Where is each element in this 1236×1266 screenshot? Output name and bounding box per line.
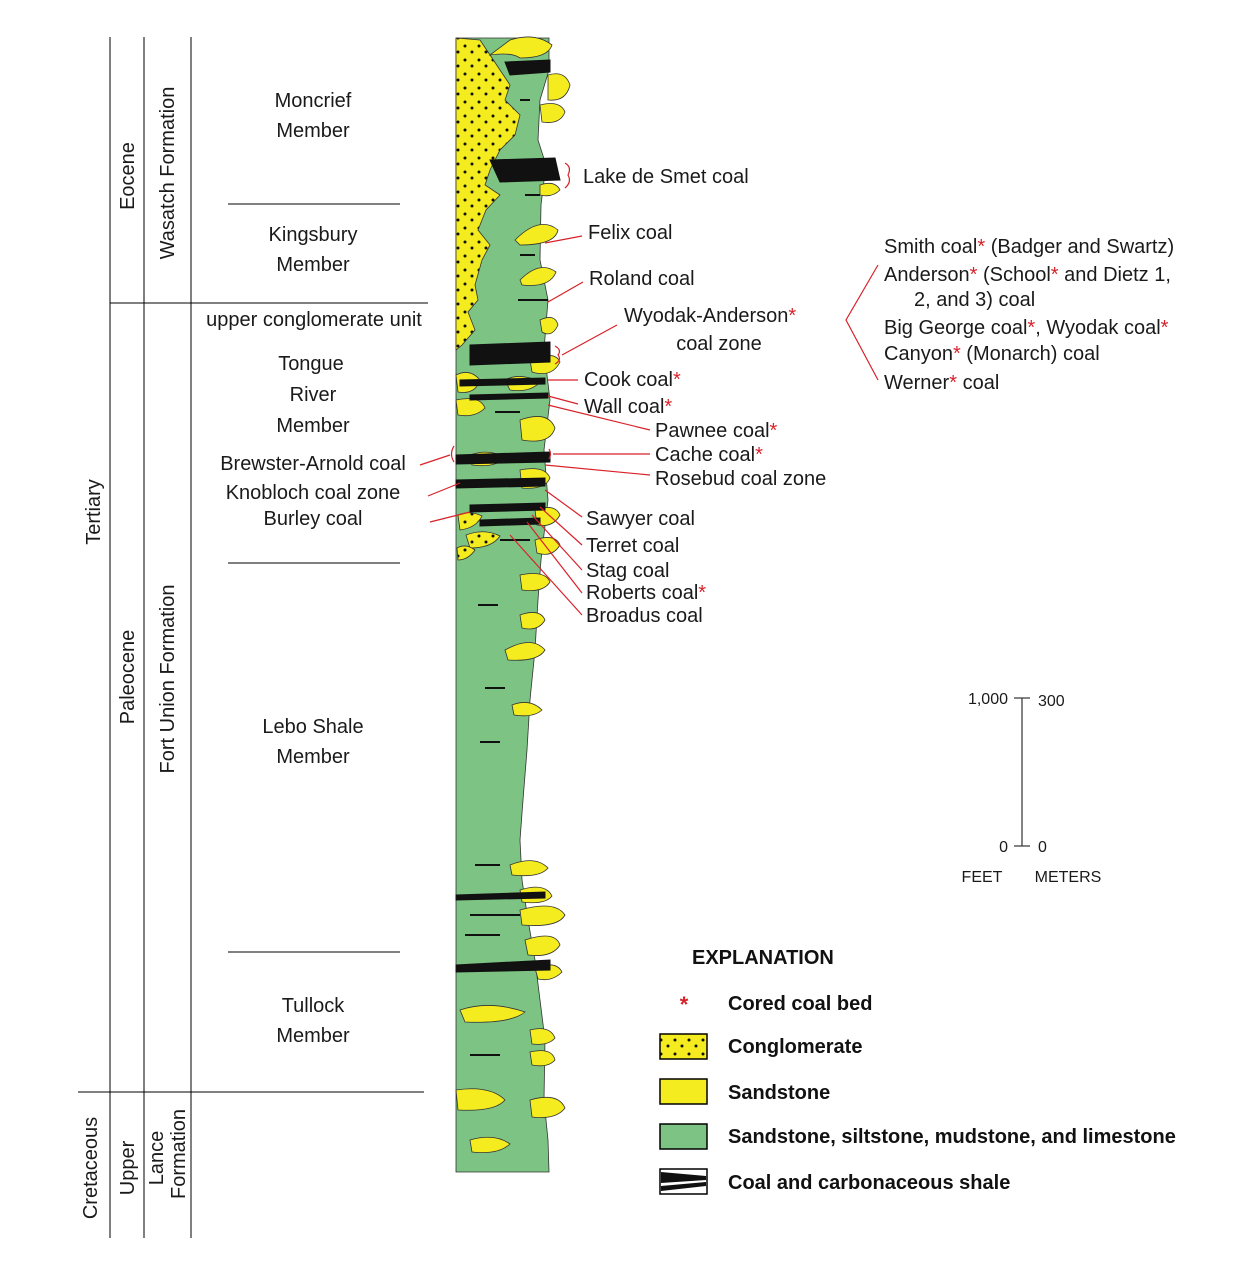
wyodak-detail-list: Smith coal* (Badger and Swartz) Anderson… xyxy=(884,236,1174,394)
legend-conglomerate-swatch xyxy=(659,1033,708,1060)
conglomerate-pod-2 xyxy=(465,531,501,549)
coal-beds xyxy=(455,59,561,973)
coal-cache-label: Cache coal* xyxy=(655,444,763,466)
formation-wasatch: Wasatch Formation xyxy=(157,87,179,260)
legend-coal-label: Coal and carbonaceous shale xyxy=(728,1172,1010,1194)
epoch-upper: Upper xyxy=(117,1140,139,1195)
coal-broadus-label: Broadus coal xyxy=(586,605,703,627)
stratigraphy-table xyxy=(78,37,428,1238)
coal-wall-label: Wall coal* xyxy=(584,396,672,418)
epoch-paleocene: Paleocene xyxy=(117,630,139,725)
legend-sandstone-label: Sandstone xyxy=(728,1082,830,1104)
explanation-legend: EXPLANATION * Cored coal bed Conglomerat… xyxy=(659,947,1176,1195)
legend-sandstone-swatch xyxy=(659,1078,708,1105)
detail-big-george: Big George coal*, Wyodak coal* xyxy=(884,317,1169,339)
coal-terret-label: Terret coal xyxy=(586,535,679,557)
period-cretaceous: Cretaceous xyxy=(80,1117,102,1219)
scale-feet-top: 1,000 xyxy=(968,691,1008,708)
epoch-eocene: Eocene xyxy=(117,142,139,210)
coal-rosebud-label: Rosebud coal zone xyxy=(655,468,826,490)
scale-feet-zero: 0 xyxy=(999,839,1008,856)
coal-stringers xyxy=(465,99,548,1056)
legend-coal-swatch xyxy=(659,1168,708,1195)
cored-asterisk: * xyxy=(664,396,672,418)
member-tongue-river-1: Tongue xyxy=(278,353,344,375)
coal-burley-label: Burley coal xyxy=(264,508,363,530)
coal-stag-label: Stag coal xyxy=(586,560,669,582)
coal-brewster-arnold-label: Brewster-Arnold coal xyxy=(220,453,406,475)
member-tullock-2: Member xyxy=(276,1025,350,1047)
detail-canyon: Canyon* (Monarch) coal xyxy=(884,343,1100,365)
member-kingsbury-2: Member xyxy=(276,254,350,276)
cored-asterisk: * xyxy=(770,420,778,442)
sandstone-lenses xyxy=(455,36,571,1154)
coal-knobloch-label: Knobloch coal zone xyxy=(226,482,401,504)
member-lebo-1: Lebo Shale xyxy=(262,716,363,738)
legend-mixed-label: Sandstone, siltstone, mudstone, and lime… xyxy=(728,1126,1176,1148)
cored-asterisk: * xyxy=(788,305,796,327)
coal-wyodak-label-2: coal zone xyxy=(676,333,762,355)
coal-felix-label: Felix coal xyxy=(588,222,672,244)
member-lebo-2: Member xyxy=(276,746,350,768)
cored-asterisk: * xyxy=(673,369,681,391)
coal-wyodak-label-1: Wyodak-Anderson* xyxy=(624,305,796,327)
coal-pawnee-label: Pawnee coal* xyxy=(655,420,778,442)
lithologic-column xyxy=(455,36,571,1173)
detail-smith: Smith coal* (Badger and Swartz) xyxy=(884,236,1174,258)
conglomerate-pod-3 xyxy=(456,545,476,561)
detail-werner: Werner* coal xyxy=(884,372,999,394)
member-tongue-river-3: Member xyxy=(276,415,350,437)
cored-asterisk: * xyxy=(755,444,763,466)
coal-roland-label: Roland coal xyxy=(589,268,695,290)
cored-asterisk: * xyxy=(698,582,706,604)
member-moncrief-2: Member xyxy=(276,120,350,142)
member-upper-conglomerate: upper conglomerate unit xyxy=(206,309,422,331)
legend-conglomerate-label: Conglomerate xyxy=(728,1036,862,1058)
detail-anderson: Anderson* (School* and Dietz 1, xyxy=(884,264,1171,286)
period-tertiary: Tertiary xyxy=(83,479,105,545)
member-tullock-1: Tullock xyxy=(282,995,346,1017)
coal-lake-de-smet-label: Lake de Smet coal xyxy=(583,166,749,188)
scale-meters-zero: 0 xyxy=(1038,839,1047,856)
coal-cook-label: Cook coal* xyxy=(584,369,681,391)
member-kingsbury-1: Kingsbury xyxy=(269,224,358,246)
legend-cored-label: Cored coal bed xyxy=(728,993,872,1015)
legend-title: EXPLANATION xyxy=(692,947,834,969)
legend-mixed-swatch xyxy=(659,1123,708,1150)
scale-bar: 1,000 300 0 0 FEET METERS xyxy=(962,691,1102,886)
formation-lance-1: Lance xyxy=(146,1131,168,1186)
detail-anderson-2: 2, and 3) coal xyxy=(914,289,1035,311)
conglomerate-upper xyxy=(455,37,521,351)
scale-meters-label: METERS xyxy=(1035,869,1102,886)
scale-meters-top: 300 xyxy=(1038,693,1065,710)
formation-lance-2: Formation xyxy=(168,1109,190,1199)
formation-fort-union: Fort Union Formation xyxy=(157,585,179,774)
leader-lines xyxy=(419,162,879,616)
coal-sawyer-label: Sawyer coal xyxy=(586,508,695,530)
scale-feet-label: FEET xyxy=(962,869,1003,886)
member-tongue-river-2: River xyxy=(290,384,337,406)
member-moncrief-1: Moncrief xyxy=(275,90,352,112)
legend-asterisk-swatch: * xyxy=(680,992,689,1017)
coal-roberts-label: Roberts coal* xyxy=(586,582,706,604)
